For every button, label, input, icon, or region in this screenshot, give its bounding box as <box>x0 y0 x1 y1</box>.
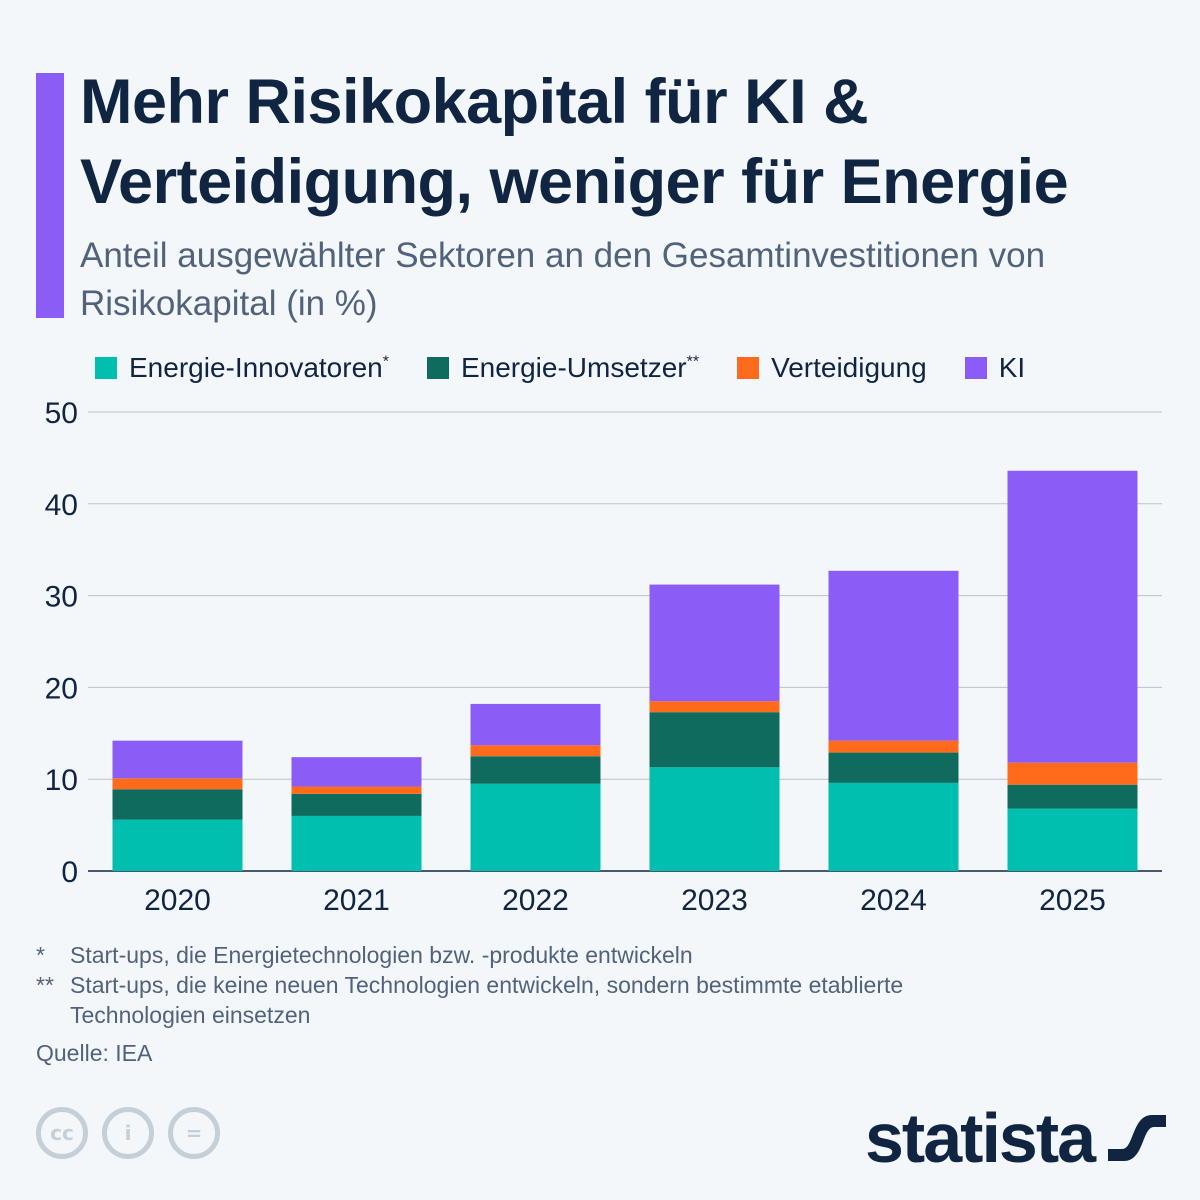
legend-swatch <box>426 357 449 379</box>
y-tick-label: 40 <box>45 489 78 522</box>
bar-segment-ki <box>291 757 422 787</box>
bar-segment-ki <box>112 740 243 779</box>
bar-segment-verteidigung <box>291 786 422 794</box>
chart-title: Mehr Risikokapital für KI & Verteidigung… <box>80 67 1069 217</box>
bar-segment-ki <box>649 584 780 702</box>
x-tick-label: 2023 <box>681 884 748 917</box>
legend-swatch <box>95 357 117 379</box>
bar-segment-ki <box>828 570 959 741</box>
bar-segment-energie-umsetzer <box>112 789 243 820</box>
bar-segment-verteidigung <box>828 740 959 753</box>
footnotes: * Start-ups, die Energietechnologien bzw.… <box>36 940 1030 1068</box>
legend-swatch <box>964 357 987 379</box>
y-tick-label: 0 <box>61 856 78 889</box>
legend-label: Energie-Umsetzer** <box>460 352 700 383</box>
legend-label: Energie-Innovatoren* <box>129 352 389 383</box>
y-tick-label: 30 <box>45 581 78 614</box>
legend-item: Energie-Umsetzer** <box>426 352 700 384</box>
no-derivatives-icon: = <box>168 1107 220 1159</box>
bar-segment-energie-umsetzer <box>828 752 959 783</box>
legend-item: Verteidigung <box>737 352 927 384</box>
x-tick-label: 2025 <box>1039 884 1106 917</box>
chart-svg: 0 10 20 30 40 50 2020 2021 2022 2023 2024 2025 <box>45 397 1162 917</box>
bar-segment-energie-umsetzer <box>291 793 422 816</box>
bar-segment-energie-innovatoren <box>112 819 243 871</box>
bar-segment-energie-innovatoren <box>828 782 959 871</box>
legend-item: KI <box>964 352 1026 384</box>
chart-subtitle: Anteil ausgewählter Sektoren an den Gesa… <box>80 236 1046 323</box>
bar-segment-energie-umsetzer <box>470 756 601 784</box>
source: Quelle: IEA <box>36 1040 153 1066</box>
bar-segment-verteidigung <box>112 778 243 790</box>
footnote: ** Start-ups, die keine neuen Technologie… <box>36 972 904 1028</box>
attribution-icon: i <box>102 1107 154 1159</box>
x-tick-label: 2022 <box>502 884 569 917</box>
legend-label: Verteidigung <box>771 352 927 383</box>
bar-segment-ki <box>1007 470 1138 763</box>
bar-segment-verteidigung <box>470 745 601 757</box>
legend: Energie-Innovatoren* Energie-Umsetzer** … <box>95 352 1025 384</box>
statista-logo: statista <box>865 1098 1167 1178</box>
bar-segment-energie-umsetzer <box>1007 784 1138 809</box>
y-tick-label: 20 <box>45 672 78 705</box>
bar-segment-verteidigung <box>1007 762 1138 785</box>
statista-logo-icon <box>1108 1109 1167 1167</box>
bar-segment-ki <box>470 703 601 746</box>
legend-item: Energie-Innovatoren* <box>95 352 389 384</box>
accent-bar <box>36 73 64 318</box>
footnote: * Start-ups, die Energietechnologien bzw.… <box>36 942 693 968</box>
cc-icon: cc <box>36 1107 88 1159</box>
y-tick-label: 10 <box>45 764 78 797</box>
bar-segment-energie-innovatoren <box>470 783 601 871</box>
bar-segment-energie-innovatoren <box>291 815 422 871</box>
bar-segment-energie-umsetzer <box>649 712 780 768</box>
legend-swatch <box>737 357 760 379</box>
bar-segment-energie-innovatoren <box>649 767 780 871</box>
bar-segment-verteidigung <box>649 701 780 713</box>
license-icons: cc i = <box>36 1107 220 1159</box>
x-tick-label: 2021 <box>323 884 390 917</box>
x-tick-label: 2020 <box>144 884 211 917</box>
x-tick-label: 2024 <box>860 884 927 917</box>
y-tick-label: 50 <box>45 397 78 430</box>
bar-segment-energie-innovatoren <box>1007 808 1138 871</box>
legend-label: KI <box>998 352 1026 383</box>
